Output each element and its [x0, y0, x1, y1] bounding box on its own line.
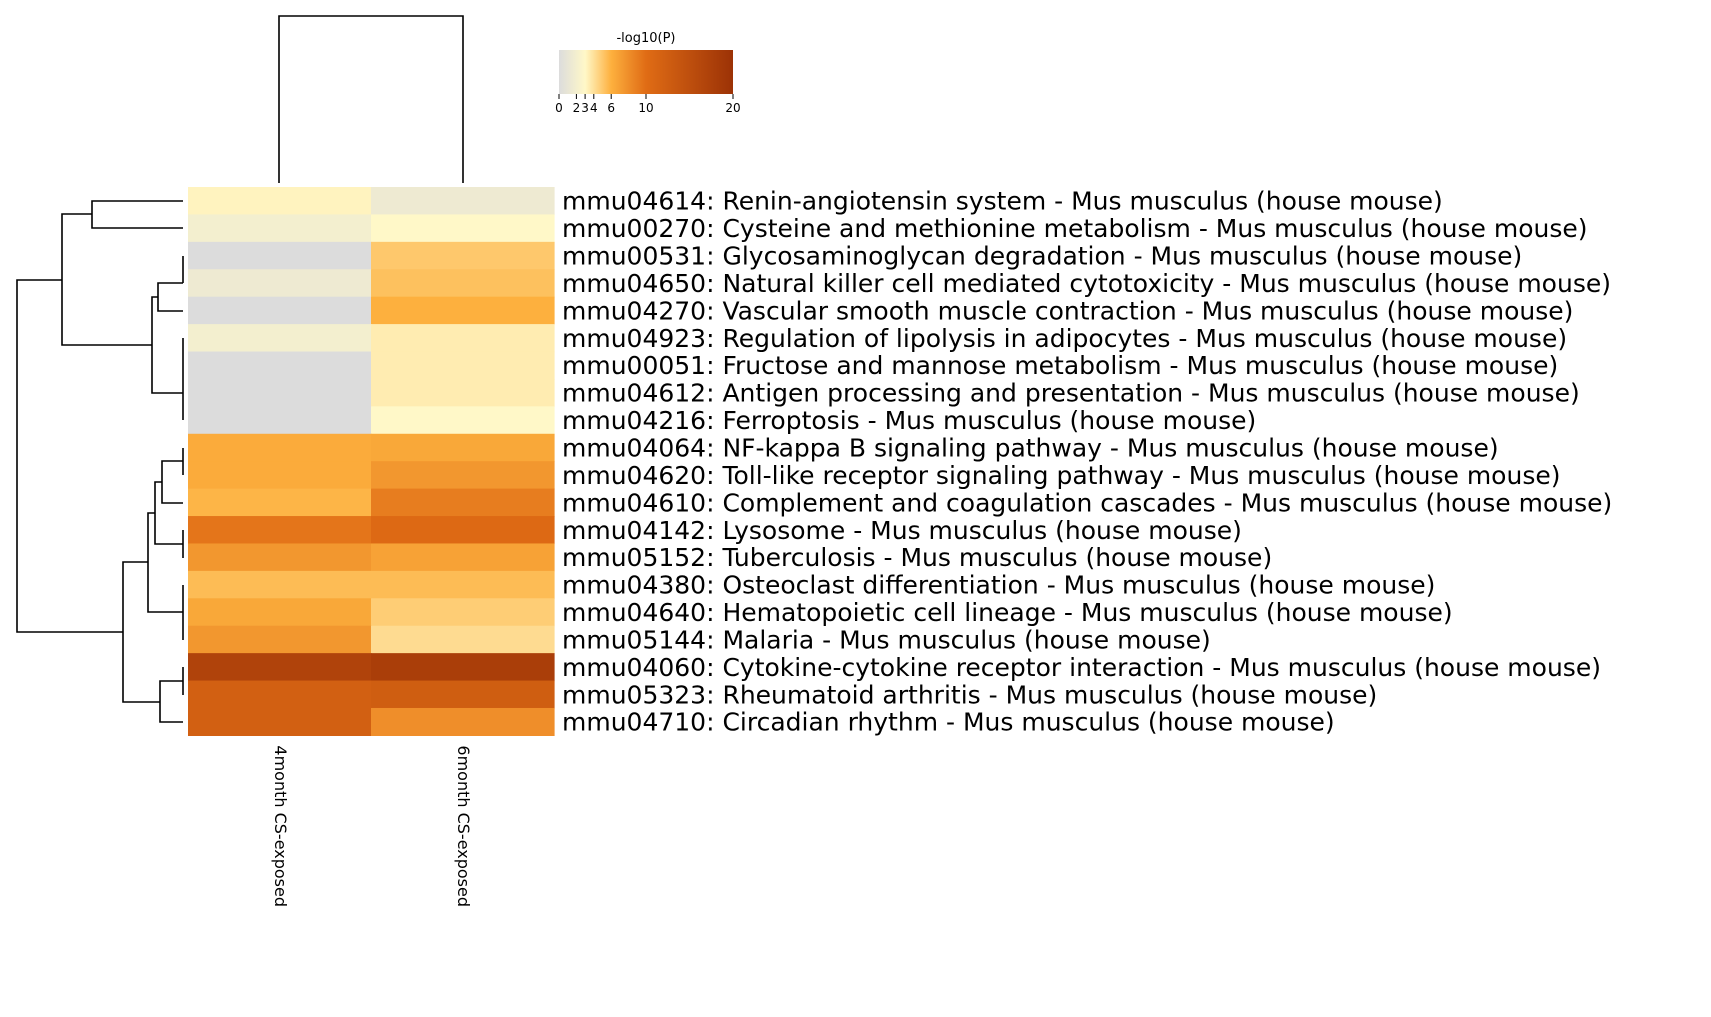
heatmap-cell — [371, 707, 555, 736]
row-label: mmu04060: Cytokine-cytokine receptor int… — [562, 653, 1601, 682]
colorbar-tick-label: 6 — [607, 101, 615, 115]
heatmap-cell — [188, 680, 372, 709]
column-dendrogram — [278, 15, 464, 183]
colorbar-tick-label: 3 — [581, 101, 589, 115]
heatmap-cell — [188, 351, 372, 380]
row-label: mmu00270: Cysteine and methionine metabo… — [562, 214, 1588, 243]
heatmap-cell — [371, 351, 555, 380]
heatmap-cell — [371, 433, 555, 462]
heatmap-cell — [371, 625, 555, 654]
heatmap-cell — [188, 543, 372, 572]
row-label: mmu04923: Regulation of lipolysis in adi… — [562, 324, 1567, 353]
heatmap-cell — [371, 653, 555, 682]
heatmap-cell — [371, 269, 555, 298]
heatmap-cell — [371, 461, 555, 490]
heatmap-cell — [188, 241, 372, 270]
heatmap-cell — [371, 187, 555, 216]
colorbar-tick-label: 4 — [590, 101, 598, 115]
row-label: mmu00531: Glycosaminoglycan degradation … — [562, 242, 1522, 271]
row-label: mmu04614: Renin-angiotensin system - Mus… — [562, 187, 1443, 216]
heatmap-cell — [371, 214, 555, 243]
row-label: mmu04610: Complement and coagulation cas… — [562, 488, 1612, 517]
heatmap-cell — [188, 187, 372, 216]
heatmap-cell — [188, 269, 372, 298]
colorbar-tick-label: 10 — [638, 101, 653, 115]
row-label: mmu04710: Circadian rhythm - Mus musculu… — [562, 708, 1335, 737]
heatmap-cell — [188, 570, 372, 599]
heatmap-cell — [188, 707, 372, 736]
row-labels: mmu04614: Renin-angiotensin system - Mus… — [562, 187, 1612, 737]
row-label: mmu04640: Hematopoietic cell lineage - M… — [562, 598, 1453, 627]
heatmap-cell — [188, 296, 372, 325]
column-label: 4month CS-exposed — [271, 745, 290, 907]
heatmap-cell — [371, 570, 555, 599]
heatmap-cell — [188, 653, 372, 682]
row-label: mmu05152: Tuberculosis - Mus musculus (h… — [562, 543, 1272, 572]
heatmap-cell — [371, 296, 555, 325]
colorbar-gradient — [559, 50, 733, 94]
colorbar-tick-label: 0 — [555, 101, 563, 115]
heatmap-cell — [188, 461, 372, 490]
colorbar-tick-label: 20 — [725, 101, 740, 115]
heatmap-cell — [188, 516, 372, 545]
heatmap-cell — [371, 324, 555, 353]
row-label: mmu04612: Antigen processing and present… — [562, 379, 1580, 408]
row-label: mmu04270: Vascular smooth muscle contrac… — [562, 296, 1573, 325]
heatmap-cell — [188, 488, 372, 517]
heatmap-cells — [188, 187, 555, 736]
colorbar-ticks: 0 2 3 4 6 10 20 — [555, 94, 741, 115]
row-label: mmu04380: Osteoclast differentiation - M… — [562, 571, 1435, 600]
heatmap-cell — [188, 598, 372, 627]
heatmap-cell — [371, 680, 555, 709]
heatmap-cell — [371, 543, 555, 572]
row-label: mmu04216: Ferroptosis - Mus musculus (ho… — [562, 406, 1256, 435]
row-label: mmu00051: Fructose and mannose metabolis… — [562, 351, 1558, 380]
row-label: mmu04620: Toll-like receptor signaling p… — [562, 461, 1561, 490]
heatmap-cell — [371, 516, 555, 545]
heatmap-cell — [188, 625, 372, 654]
heatmap-cell — [188, 214, 372, 243]
heatmap-cell — [371, 378, 555, 407]
heatmap-cell — [371, 488, 555, 517]
heatmap-cell — [188, 433, 372, 462]
row-label: mmu05323: Rheumatoid arthritis - Mus mus… — [562, 680, 1377, 709]
row-dendrogram — [16, 200, 184, 723]
column-labels: 4month CS-exposed 6month CS-exposed — [271, 745, 473, 907]
heatmap-cell — [188, 324, 372, 353]
colorbar: -log10(P) 0 2 3 4 6 10 20 — [555, 31, 740, 115]
heatmap-cell — [371, 241, 555, 270]
heatmap-cell — [188, 378, 372, 407]
colorbar-title: -log10(P) — [616, 31, 675, 46]
colorbar-tick-label: 2 — [573, 101, 581, 115]
row-label: mmu04650: Natural killer cell mediated c… — [562, 269, 1611, 298]
column-label: 6month CS-exposed — [454, 745, 473, 907]
heatmap-cell — [188, 406, 372, 435]
row-label: mmu04142: Lysosome - Mus musculus (house… — [562, 516, 1242, 545]
row-label: mmu05144: Malaria - Mus musculus (house … — [562, 625, 1211, 654]
heatmap-cell — [371, 406, 555, 435]
row-label: mmu04064: NF-kappa B signaling pathway -… — [562, 433, 1499, 462]
heatmap-cell — [371, 598, 555, 627]
